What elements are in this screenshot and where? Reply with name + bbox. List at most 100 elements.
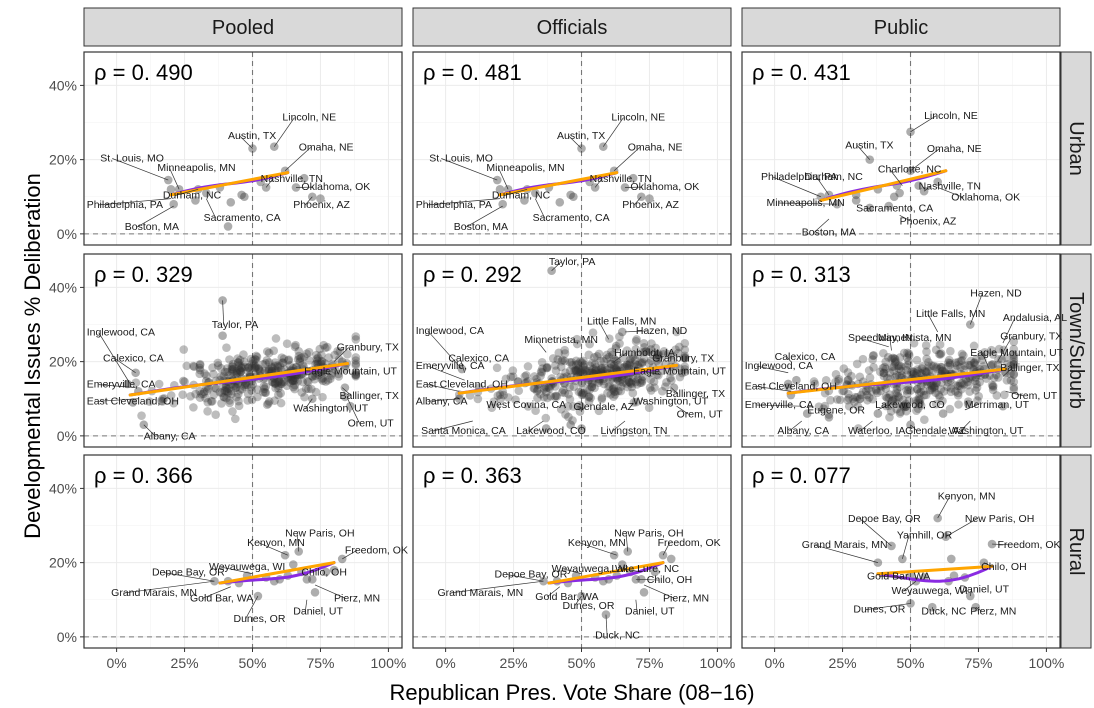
point-label: Nashville, TN [590,173,652,185]
data-point [585,361,595,371]
point-label: Emeryville, CA [87,379,156,391]
x-tick-label: 100% [700,655,736,671]
data-point [620,362,629,372]
data-point [895,188,904,198]
data-point [262,355,272,365]
data-point [232,366,241,376]
data-point [884,201,894,211]
data-point [646,345,656,354]
data-point [644,359,654,368]
data-point [1009,344,1019,354]
column-strip-label: Officials [537,17,608,39]
data-point [571,366,581,376]
data-point [231,383,240,393]
data-point [542,362,552,372]
data-point [316,194,325,203]
data-point [879,368,889,378]
data-point [232,382,241,392]
y-tick-label: 20% [49,555,77,571]
label-leader-line [969,293,983,325]
correlation-label: ρ = 0. 490 [94,60,193,85]
data-point [637,376,647,386]
data-point [202,188,211,198]
label-leader-line [547,586,560,598]
point-label: Albany, CA [144,431,196,443]
data-point [158,394,167,404]
data-point [299,173,309,183]
data-point [310,588,320,597]
data-point [286,374,296,384]
point-label: Omaha, NE [927,143,982,155]
point-label: Minneapolis, MN [766,197,844,209]
label-leader-line [222,300,225,326]
data-point [326,371,336,380]
data-point [308,575,317,584]
data-point [1000,390,1009,400]
data-point [351,370,361,380]
point-label: Hazen, ND [636,325,688,337]
data-point [652,370,662,379]
data-point [259,382,269,391]
point-label: Duck, NC [595,630,640,642]
data-point [646,386,656,395]
data-point [657,386,667,396]
label-leader-line [316,371,332,375]
point-label: Washington, UT [633,395,708,407]
data-point [956,378,965,388]
data-point [241,379,250,389]
data-point [890,354,900,364]
data-point [330,350,339,360]
data-point [340,383,350,392]
point-label: New Paris, OH [614,528,683,540]
data-point [203,398,213,407]
data-point [261,388,271,398]
data-point [250,363,259,372]
data-point [1009,363,1019,372]
data-point [963,397,973,406]
data-point [312,354,322,364]
data-point [969,358,979,368]
data-point [496,394,505,404]
data-point [537,357,547,367]
point-label: Lakewood, CO [875,399,944,411]
data-point [254,364,263,373]
data-point [225,398,235,408]
data-point [247,386,256,395]
y-tick-label: 0% [57,629,77,645]
panel-border [83,454,403,649]
y-tick-label: 20% [49,152,77,168]
point-label: Philadelphia, PA [416,199,492,211]
data-point [569,402,578,411]
point-label: Austin, TX [845,140,893,152]
data-point [929,380,938,390]
data-point [892,370,902,380]
data-point [680,345,690,355]
data-point [667,355,677,365]
data-point [581,366,591,375]
data-point [931,345,941,355]
data-point [953,391,963,400]
data-point [611,343,621,353]
data-point [506,372,516,382]
point-label: Grand Marais, MN [802,539,888,551]
data-point [633,360,643,370]
data-point [313,359,323,369]
data-point [334,369,343,379]
label-leader-line [305,196,313,206]
point-label: Grand Marais, MN [111,587,197,599]
point-label: Emeryville, CA [416,360,485,372]
data-point [538,364,547,373]
data-point [489,397,499,406]
point-label: Granbury, TX [652,353,714,365]
data-point [278,358,287,367]
data-point [1009,359,1019,369]
data-point [675,372,685,382]
data-point [639,339,649,348]
data-point [607,347,616,357]
data-point [653,350,663,360]
label-leader-line [427,330,463,370]
data-point [318,373,327,383]
point-label: Glendale, AZ [905,425,966,437]
label-leader-line [903,580,917,592]
point-label: Oklahoma, OK [951,191,1020,203]
